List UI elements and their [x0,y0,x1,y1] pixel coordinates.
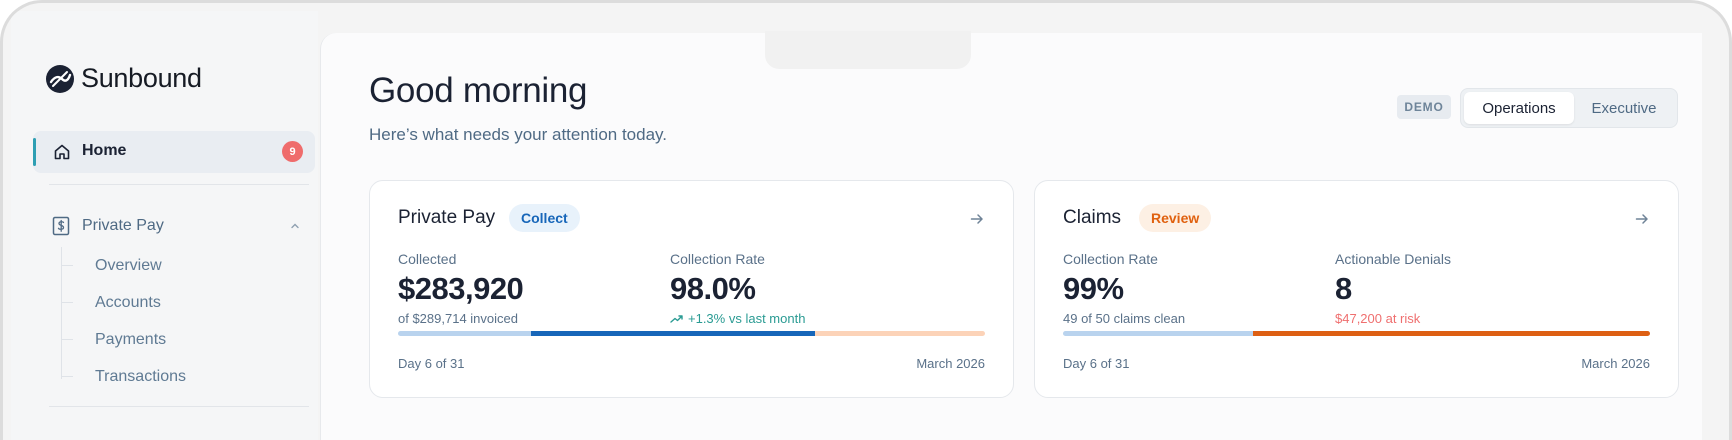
progress-bar [1063,331,1650,336]
metric-value: 8 [1335,271,1352,306]
view-toggle: Operations Executive [1460,88,1678,128]
metric-trend-text: +1.3% vs last month [688,311,806,326]
progress-segment-3 [814,331,985,336]
sidebar-item-label: Accounts [95,293,161,311]
arrow-right-icon[interactable] [1634,211,1650,227]
private-pay-card[interactable]: Private Pay Collect Collected $283,920 o… [369,180,1014,398]
sidebar-divider [49,184,309,185]
card-title: Private Pay [398,207,496,228]
active-indicator [33,138,36,166]
progress-segment-2 [1252,331,1650,336]
brand-name: Sunbound [81,63,202,93]
metric-label: Collection Rate [1063,251,1158,267]
page-title: Good morning [369,71,588,110]
claims-card[interactable]: Claims Review Collection Rate 99% 49 of … [1034,180,1679,398]
brand[interactable]: Sunbound [45,63,202,94]
metric-value: 99% [1063,271,1124,306]
demo-badge: DEMO [1397,95,1451,119]
sidebar-group-label: Private Pay [82,217,164,234]
sidebar-item-home[interactable]: Home 9 [33,131,315,173]
metric-value: $283,920 [398,271,524,306]
metric-label: Collected [398,251,457,267]
card-title: Claims [1063,207,1122,228]
metric-label: Collection Rate [670,251,765,267]
main-content: Good morning Here’s what needs your atte… [320,33,1702,440]
sidebar-item-label: Payments [95,330,167,348]
metric-label: Actionable Denials [1335,251,1451,267]
sunbound-logo-icon [46,64,74,93]
metric-collected: Collected $283,920 of $289,714 invoiced [398,251,524,326]
metric-collection-rate: Collection Rate 99% 49 of 50 claims clea… [1063,251,1185,326]
progress-segment-1 [1063,331,1253,336]
progress-segment-1 [398,331,532,336]
home-icon [54,144,70,160]
metric-actionable-denials: Actionable Denials 8 $47,200 at risk [1335,251,1451,326]
sidebar-item-transactions[interactable]: Transactions [60,358,310,395]
arrow-right-icon[interactable] [969,211,985,227]
trend-up-icon [670,314,683,323]
device-notch [765,31,971,69]
progress-segment-2 [531,331,815,336]
sidebar-item-label: Transactions [95,367,186,385]
progress-month: March 2026 [916,356,985,371]
metric-trend: +1.3% vs last month [670,311,805,326]
subnav-rail [61,247,62,379]
notification-badge: 9 [282,141,303,162]
card-tag: Review [1139,204,1212,232]
view-option-operations[interactable]: Operations [1464,92,1574,124]
dollar-document-icon [52,216,70,236]
metric-collection-rate: Collection Rate 98.0% +1.3% vs last mont… [670,251,805,326]
sidebar-divider [49,406,309,407]
sidebar-item-accounts[interactable]: Accounts [60,284,310,321]
sidebar-subnav: Overview Accounts Payments Transactions [60,247,310,395]
chevron-up-icon[interactable] [289,220,301,232]
metric-value: 98.0% [670,271,756,306]
progress-day: Day 6 of 31 [1063,356,1130,371]
sidebar-item-overview[interactable]: Overview [60,247,310,284]
progress-day: Day 6 of 31 [398,356,465,371]
sidebar-item-label: Home [82,142,127,159]
progress-month: March 2026 [1581,356,1650,371]
sidebar-group-private-pay[interactable]: Private Pay [33,211,315,241]
card-tag: Collect [509,204,580,232]
view-option-executive[interactable]: Executive [1591,99,1657,117]
sidebar-item-payments[interactable]: Payments [60,321,310,358]
progress-bar [398,331,985,336]
sidebar: Sunbound Home 9 Private Pay [11,11,318,440]
sidebar-item-label: Overview [95,256,162,274]
metric-subtext: of $289,714 invoiced [398,311,518,326]
metric-subtext: $47,200 at risk [1335,311,1421,326]
metric-subtext: 49 of 50 claims clean [1063,311,1186,326]
page-subtitle: Here’s what needs your attention today. [369,125,667,144]
